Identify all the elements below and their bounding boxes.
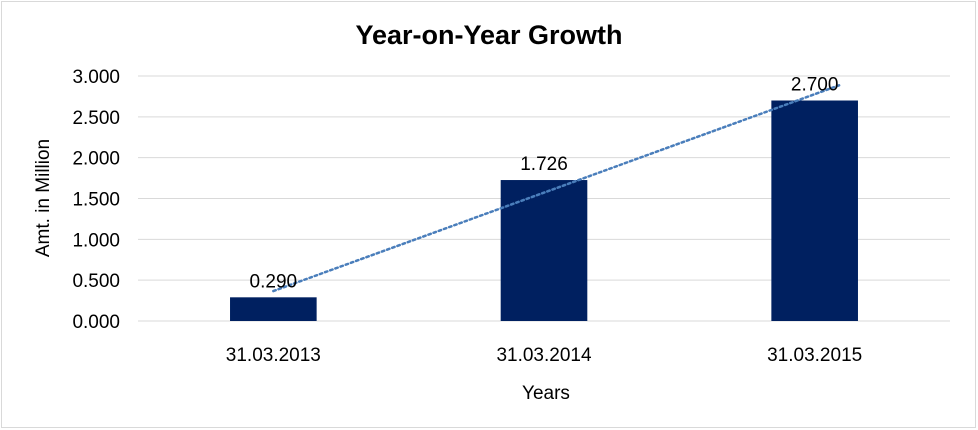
y-axis-ticks: 0.000 0.500 1.000 1.500 2.000 2.500 3.000 bbox=[72, 67, 120, 333]
bar-31.03.2014 bbox=[500, 180, 588, 321]
data-label: 1.726 bbox=[520, 154, 568, 175]
y-tick-label: 2.500 bbox=[72, 108, 120, 129]
y-axis-label: Amt. in Million bbox=[33, 139, 54, 257]
x-tick-label: 31.03.2014 bbox=[496, 345, 592, 366]
trendline bbox=[272, 83, 843, 293]
bars bbox=[230, 100, 858, 321]
data-label: 0.290 bbox=[250, 271, 298, 292]
x-tick-label: 31.03.2013 bbox=[226, 345, 321, 366]
x-tick-label: 31.03.2015 bbox=[767, 345, 862, 366]
chart-title: Year-on-Year Growth bbox=[355, 20, 622, 50]
x-axis-label: Years bbox=[522, 383, 570, 404]
y-tick-label: 0.000 bbox=[72, 312, 120, 333]
y-tick-label: 0.500 bbox=[72, 271, 120, 292]
data-label: 2.700 bbox=[791, 75, 839, 96]
x-axis-ticks: 31.03.2013 31.03.2014 31.03.2015 bbox=[226, 345, 862, 366]
y-tick-label: 1.500 bbox=[72, 190, 120, 211]
y-tick-label: 1.000 bbox=[72, 230, 120, 251]
data-labels: 0.290 1.726 2.700 bbox=[250, 75, 839, 293]
trendline-layer bbox=[272, 83, 843, 293]
y-tick-label: 3.000 bbox=[72, 67, 120, 88]
bar-31.03.2015 bbox=[771, 100, 858, 321]
y-tick-label: 2.000 bbox=[72, 149, 120, 170]
bar-31.03.2013 bbox=[230, 297, 317, 321]
